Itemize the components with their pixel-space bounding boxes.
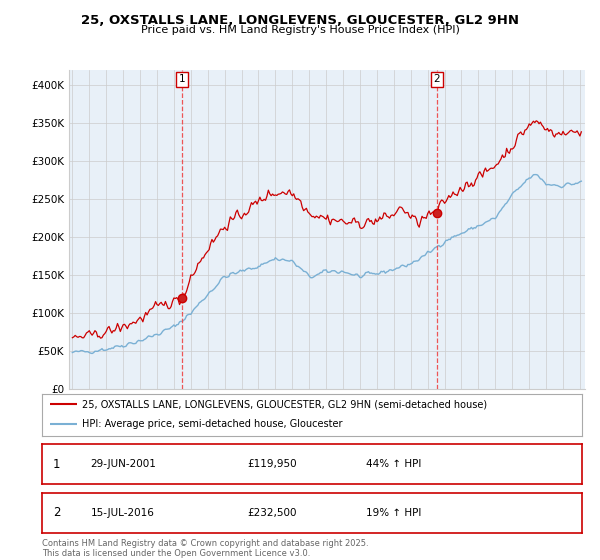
- Text: 25, OXSTALLS LANE, LONGLEVENS, GLOUCESTER, GL2 9HN: 25, OXSTALLS LANE, LONGLEVENS, GLOUCESTE…: [81, 14, 519, 27]
- Text: 1: 1: [179, 74, 185, 84]
- Text: 1: 1: [53, 458, 61, 471]
- Text: 2: 2: [53, 506, 61, 520]
- Text: 29-JUN-2001: 29-JUN-2001: [91, 459, 157, 469]
- Text: 15-JUL-2016: 15-JUL-2016: [91, 508, 154, 518]
- Text: £232,500: £232,500: [247, 508, 296, 518]
- Text: 2: 2: [433, 74, 440, 84]
- Text: HPI: Average price, semi-detached house, Gloucester: HPI: Average price, semi-detached house,…: [83, 419, 343, 429]
- Text: Price paid vs. HM Land Registry's House Price Index (HPI): Price paid vs. HM Land Registry's House …: [140, 25, 460, 35]
- Text: 25, OXSTALLS LANE, LONGLEVENS, GLOUCESTER, GL2 9HN (semi-detached house): 25, OXSTALLS LANE, LONGLEVENS, GLOUCESTE…: [83, 399, 488, 409]
- Text: £119,950: £119,950: [247, 459, 297, 469]
- Text: Contains HM Land Registry data © Crown copyright and database right 2025.
This d: Contains HM Land Registry data © Crown c…: [42, 539, 368, 558]
- Text: 19% ↑ HPI: 19% ↑ HPI: [366, 508, 421, 518]
- Text: 44% ↑ HPI: 44% ↑ HPI: [366, 459, 421, 469]
